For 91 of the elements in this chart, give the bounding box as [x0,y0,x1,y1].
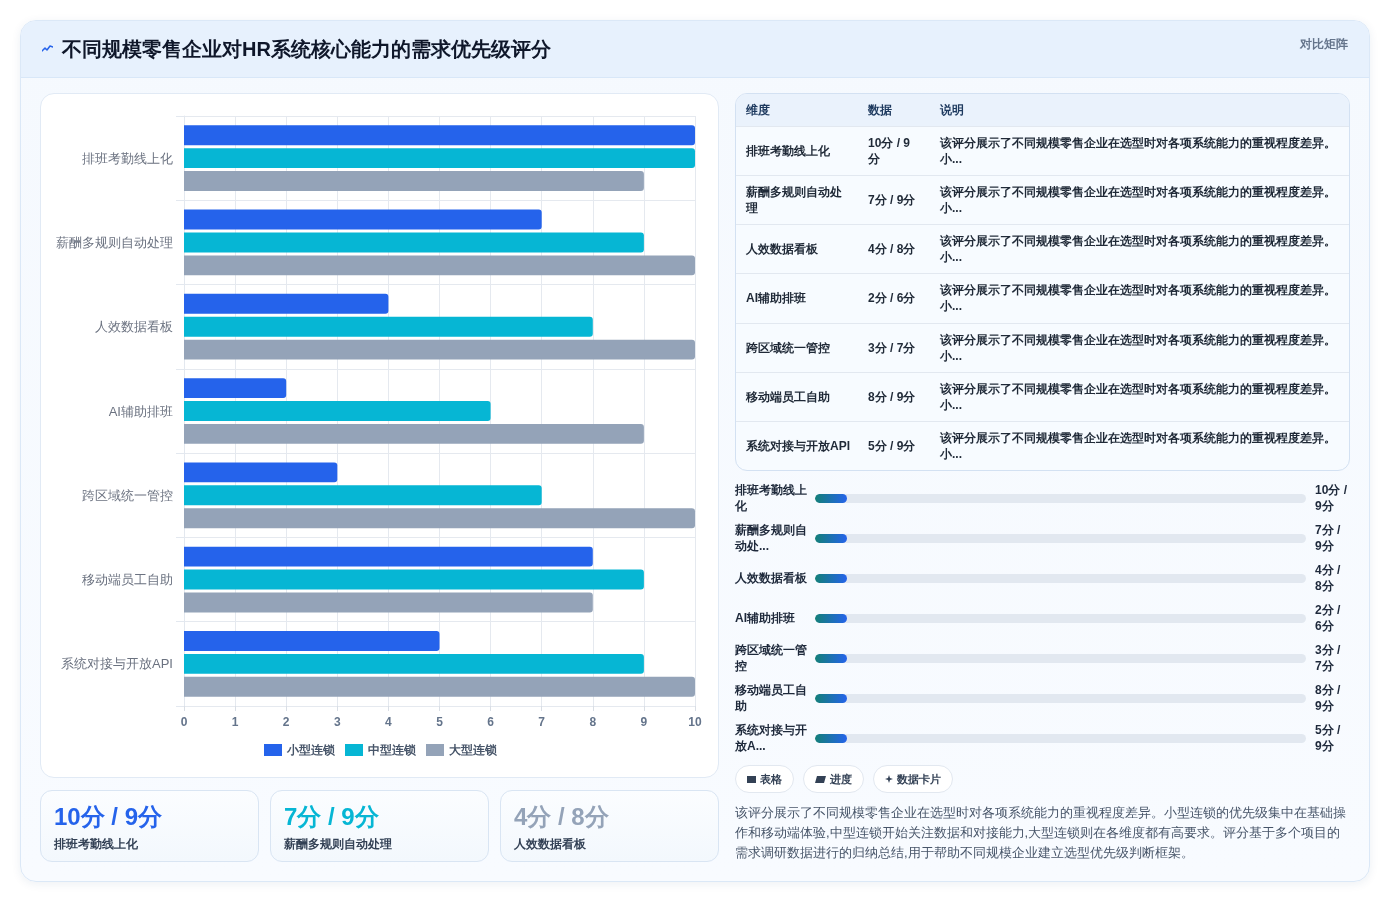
y-tick-label: 排班考勤线上化 [82,150,173,166]
bar [184,653,644,674]
text: 移动端员工自助 [745,388,831,405]
text: 7分 / 9分 [867,192,917,209]
text: 对比矩阵 [1300,36,1348,52]
text: 7分 / 9分 [1315,522,1342,554]
y-tick-label: 跨区域统一管控 [82,487,173,503]
text: 进度 [830,771,852,787]
text: 2分 / 6分 [867,290,917,307]
text: 数据 [867,101,893,119]
x-tick-label: 4 [385,715,393,729]
text: AI辅助排班 [745,290,807,307]
text: 跨区域统一管控 [735,642,808,674]
text: 该评分展示了不同规模零售企业在选型时对各项系统能力的重视程度差异。小... [939,282,1337,315]
bar [184,293,389,314]
bar [184,125,695,146]
text: 7分 / 9分 [284,802,379,832]
text: AI辅助排班 [735,610,795,626]
bar [184,339,695,360]
text: 该评分展示了不同规模零售企业在选型时对各项系统能力的重视程度差异。小... [939,135,1337,168]
text: 8分 / 9分 [1315,682,1342,714]
text: 5分 / 9分 [1315,722,1342,754]
legend-label: 中型连锁 [368,743,417,757]
text: 该评分展示了不同规模零售企业在选型时对各项系统能力的重视程度差异。小型连锁的优先级集中在基础操作和移动端体验,中型连锁开始关注数据和对接能力,大型连锁则在各维度都有高要求。评分基于多个项目的需求调研数据进行的归纳总结,用于帮助不同规模企业建立选型优先级判断框架。 [735,804,1347,862]
y-tick-label: 系统对接与开放API [61,656,173,672]
text: 该评分展示了不同规模零售企业在选型时对各项系统能力的重视程度差异。小... [939,184,1337,217]
text: 4分 / 8分 [1315,562,1342,594]
text: 移动端员工自助 [735,682,808,714]
x-tick-label: 0 [180,715,188,729]
x-tick-label: 2 [282,715,290,729]
text: 维度 [745,101,771,119]
x-tick-label: 8 [589,715,597,729]
x-tick-label: 5 [436,715,444,729]
x-tick-label: 6 [487,715,495,729]
y-tick-label: AI辅助排班 [108,403,173,419]
bar [184,209,542,230]
text: 该评分展示了不同规模零售企业在选型时对各项系统能力的重视程度差异。小... [939,380,1337,413]
text: 说明 [939,101,965,119]
text: 3分 / 7分 [867,339,917,356]
bar [184,232,644,253]
text: 薪酬多规则自动处... [735,522,808,554]
text: 排班考勤线上化 [745,143,831,160]
bar [184,316,593,337]
x-tick-label: 1 [231,715,239,729]
text: 排班考勤线上化 [735,482,808,514]
bar [184,592,593,613]
bar [184,630,440,651]
y-tick-label: 移动端员工自助 [82,572,173,588]
bar [184,546,593,567]
bar [184,148,695,169]
text: 薪酬多规则自动处理 [744,184,843,217]
bar [184,255,695,276]
text: 2分 / 6分 [1315,602,1342,634]
text: 人效数据看板 [735,570,807,586]
bar [184,171,644,192]
text: 数据卡片 [897,771,941,787]
text: 系统对接与开放A... [735,722,808,754]
text: 系统对接与开放API [745,437,851,454]
text: 8分 / 9分 [867,388,917,405]
bar [184,462,338,483]
text: 4分 / 8分 [867,241,917,258]
legend-label: 大型连锁 [449,743,498,757]
text: 薪酬多规则自动处理 [284,836,392,852]
text: 该评分展示了不同规模零售企业在选型时对各项系统能力的重视程度差异。小... [939,233,1337,266]
text: 10分 / 9分 [867,135,912,168]
text: 跨区域统一管控 [745,339,831,356]
legend-label: 小型连锁 [286,743,336,757]
text: 4分 / 8分 [514,802,609,832]
text: 该评分展示了不同规模零售企业在选型时对各项系统能力的重视程度差异。小... [939,429,1337,462]
y-tick-label: 人效数据看板 [95,319,173,335]
bar [184,508,695,529]
bar [184,423,644,444]
text: 该评分展示了不同规模零售企业在选型时对各项系统能力的重视程度差异。小... [939,331,1337,364]
y-tick-label: 薪酬多规则自动处理 [56,234,173,250]
x-tick-label: 10 [688,715,702,729]
text: 人效数据看板 [514,836,586,852]
x-tick-label: 7 [538,715,546,729]
text: 3分 / 7分 [1315,642,1342,674]
text: 10分 / 9分 [54,802,163,832]
bar [184,569,644,590]
bar [184,378,287,399]
text: 人效数据看板 [745,241,819,258]
bar [184,676,695,697]
x-tick-label: 9 [640,715,648,729]
bar [184,485,542,506]
text: 10分 / 9分 [1315,482,1348,514]
text: 表格 [760,771,782,787]
x-tick-label: 3 [333,715,341,729]
chart-title: 不同规模零售企业对HR系统核心能力的需求优先级评分 [62,37,551,62]
text: 5分 / 9分 [867,437,917,454]
bar [184,401,491,421]
